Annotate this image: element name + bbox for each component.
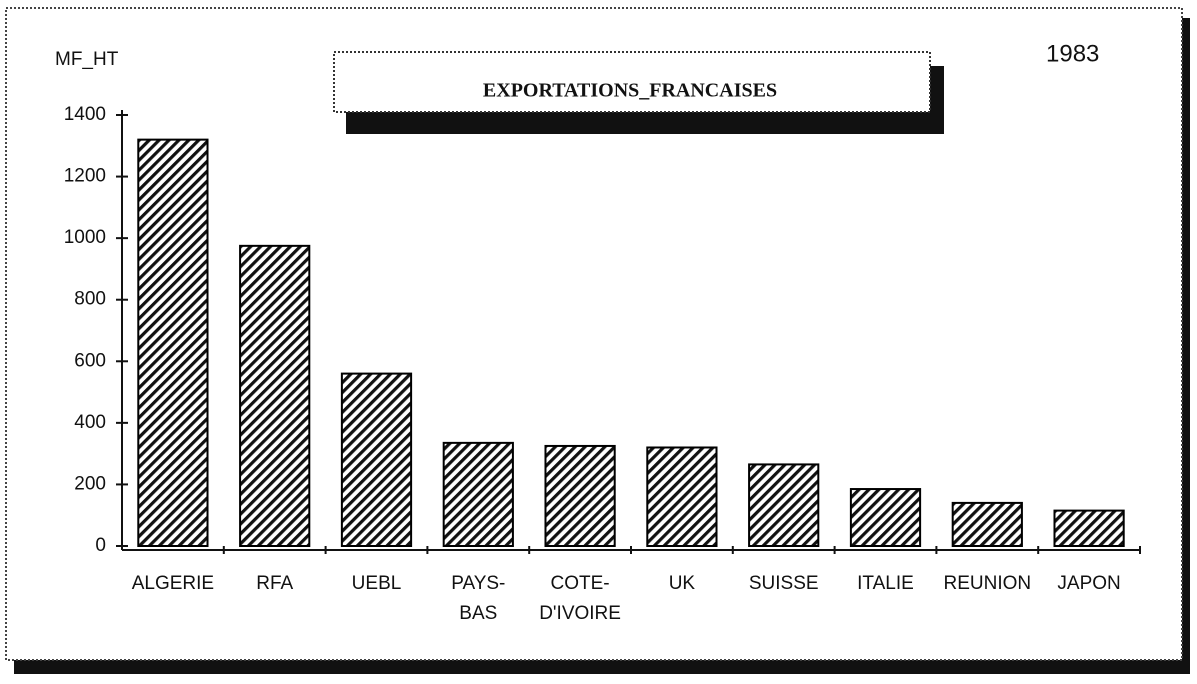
y-axis-label: MF_HT	[55, 49, 119, 70]
x-tick-label-line: REUNION	[943, 573, 1031, 594]
x-tick-label-line: ITALIE	[857, 573, 914, 594]
bar	[849, 488, 922, 547]
x-tick-label: UK	[669, 573, 696, 594]
y-tick-label: 1200	[64, 166, 106, 187]
y-tick-label: 1400	[64, 104, 106, 125]
x-tick-label-line: JAPON	[1057, 573, 1120, 594]
bar	[442, 441, 514, 547]
bar	[544, 444, 616, 548]
bar	[137, 138, 209, 547]
x-tick-label-line: BAS	[459, 603, 497, 624]
x-tick-label-line: PAYS-	[451, 573, 505, 594]
y-tick-label: 0	[95, 535, 106, 556]
x-tick-label-line: UK	[669, 573, 696, 594]
y-tick-label: 800	[74, 289, 106, 310]
y-tick-label: 400	[74, 412, 106, 433]
x-tick-label-line: D'IVOIRE	[539, 603, 621, 624]
x-tick-label: ITALIE	[857, 573, 914, 594]
y-tick-label: 1000	[64, 227, 106, 248]
title-box	[333, 51, 931, 113]
bar	[646, 446, 718, 547]
x-tick-label: PAYS- BAS	[451, 573, 505, 624]
x-tick-label: REUNION	[943, 573, 1031, 594]
bar	[951, 501, 1023, 547]
x-tick-label: ALGERIE	[132, 573, 214, 594]
x-tick-label-line: ALGERIE	[132, 573, 214, 594]
y-tick-label: 600	[74, 350, 106, 371]
chart-title: EXPORTATIONS_FRANCAISES	[483, 80, 777, 102]
x-tick-label: RFA	[256, 573, 293, 594]
x-tick-label: JAPON	[1057, 573, 1120, 594]
y-tick-label: 200	[74, 473, 106, 494]
x-tick-label: SUISSE	[749, 573, 819, 594]
x-tick-label-line: COTE-	[551, 573, 610, 594]
annotation: 1983	[1046, 40, 1099, 67]
bar	[340, 372, 413, 547]
x-tick-label-line: RFA	[256, 573, 293, 594]
bar	[239, 244, 311, 547]
x-tick-label: COTE- D'IVOIRE	[539, 573, 621, 624]
x-tick-label: UEBL	[352, 573, 402, 594]
x-tick-label-line: UEBL	[352, 573, 402, 594]
bar	[1053, 509, 1125, 548]
bar	[748, 463, 820, 547]
x-tick-label-line: SUISSE	[749, 573, 819, 594]
